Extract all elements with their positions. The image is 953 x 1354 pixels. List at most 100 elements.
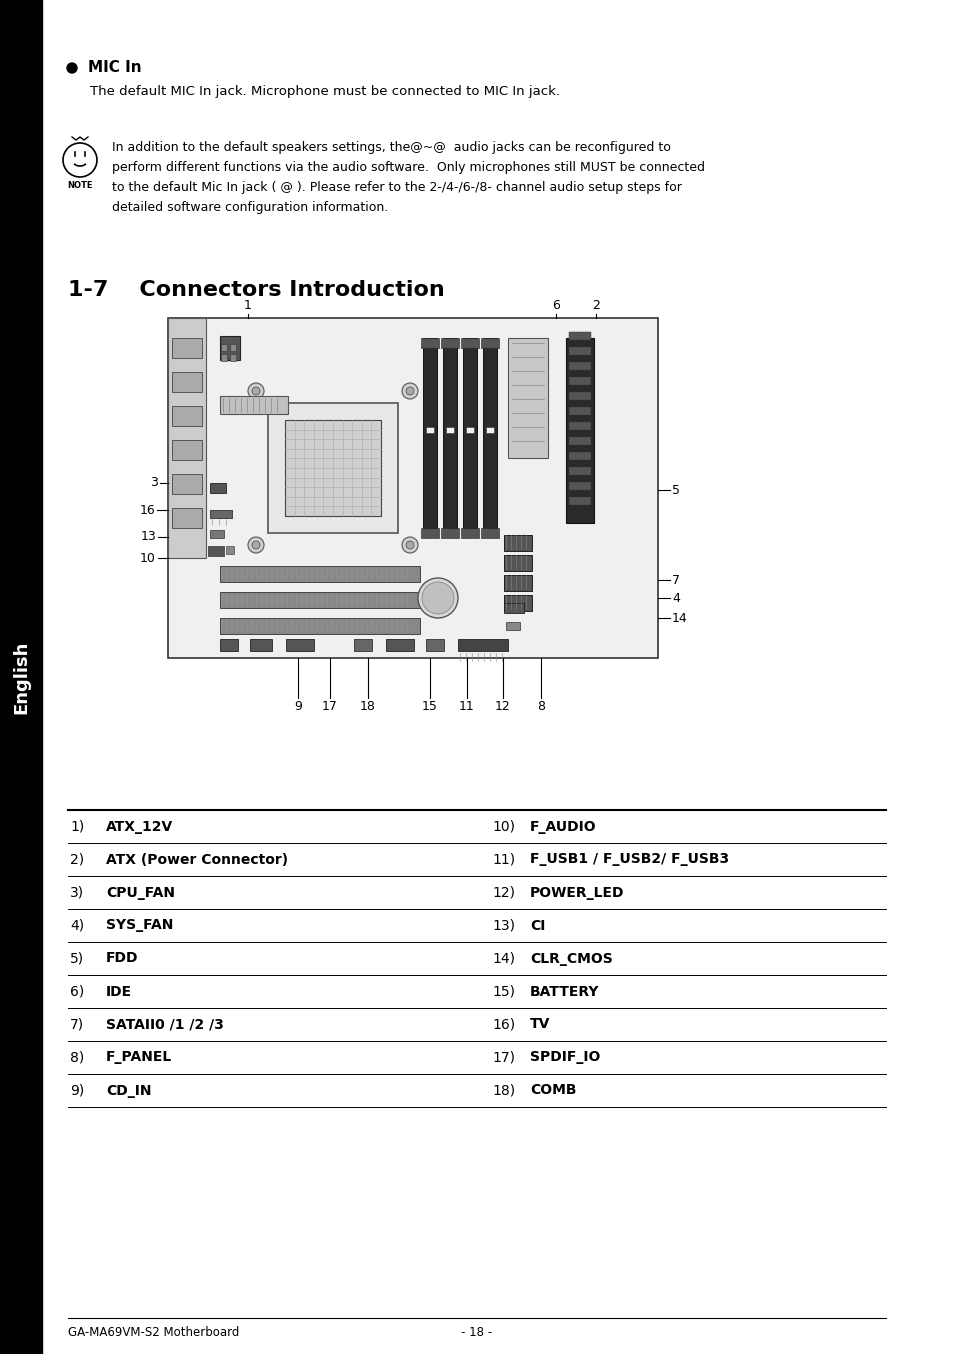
Text: SPDIF_IO: SPDIF_IO bbox=[530, 1051, 599, 1064]
Bar bbox=[420, 338, 438, 348]
Text: 15): 15) bbox=[492, 984, 515, 998]
Text: POWER_LED: POWER_LED bbox=[530, 886, 624, 899]
Bar bbox=[440, 528, 458, 538]
Bar bbox=[568, 482, 590, 490]
Bar bbox=[210, 483, 226, 493]
Bar bbox=[446, 427, 454, 433]
Text: 5): 5) bbox=[70, 952, 84, 965]
Text: 17): 17) bbox=[492, 1051, 515, 1064]
Bar bbox=[480, 338, 498, 348]
Text: 14: 14 bbox=[671, 612, 687, 624]
Bar bbox=[220, 617, 419, 634]
Bar bbox=[221, 344, 227, 351]
Bar bbox=[210, 510, 232, 519]
Bar bbox=[568, 393, 590, 399]
Text: GA-MA69VM-S2 Motherboard: GA-MA69VM-S2 Motherboard bbox=[68, 1326, 239, 1339]
Bar bbox=[426, 639, 443, 651]
Bar bbox=[503, 603, 523, 613]
Bar bbox=[220, 395, 288, 414]
Bar bbox=[268, 403, 397, 533]
Circle shape bbox=[67, 64, 77, 73]
Bar bbox=[465, 427, 474, 433]
Text: 1: 1 bbox=[244, 299, 252, 311]
Text: - 18 -: - 18 - bbox=[461, 1326, 492, 1339]
Bar bbox=[482, 338, 497, 528]
Text: 10): 10) bbox=[492, 819, 515, 834]
Bar bbox=[230, 344, 235, 351]
Bar bbox=[168, 318, 658, 658]
Text: 12): 12) bbox=[492, 886, 515, 899]
Bar bbox=[354, 639, 372, 651]
Text: 6: 6 bbox=[552, 299, 559, 311]
Bar bbox=[568, 497, 590, 505]
Text: 4: 4 bbox=[671, 592, 679, 604]
Text: 5: 5 bbox=[671, 483, 679, 497]
Bar bbox=[507, 338, 547, 458]
Text: detailed software configuration information.: detailed software configuration informat… bbox=[112, 202, 388, 214]
Bar bbox=[460, 528, 478, 538]
Text: 9): 9) bbox=[70, 1083, 84, 1098]
Bar bbox=[503, 594, 532, 611]
Text: 7: 7 bbox=[671, 574, 679, 586]
Text: 4): 4) bbox=[70, 918, 84, 933]
Bar bbox=[172, 338, 202, 357]
Text: 14): 14) bbox=[492, 952, 515, 965]
Bar bbox=[230, 353, 235, 362]
Bar bbox=[220, 566, 419, 582]
Text: 8): 8) bbox=[70, 1051, 84, 1064]
Text: to the default Mic In jack ( @ ). Please refer to the 2-/4-/6-/8- channel audio : to the default Mic In jack ( @ ). Please… bbox=[112, 181, 681, 195]
Bar bbox=[440, 338, 458, 348]
Text: CD_IN: CD_IN bbox=[106, 1083, 152, 1098]
Text: CPU_FAN: CPU_FAN bbox=[106, 886, 174, 899]
Bar bbox=[568, 422, 590, 431]
Bar bbox=[568, 467, 590, 475]
Bar bbox=[220, 639, 237, 651]
Bar bbox=[460, 338, 478, 348]
Circle shape bbox=[248, 538, 264, 552]
Text: F_AUDIO: F_AUDIO bbox=[530, 819, 596, 834]
Text: COMB: COMB bbox=[530, 1083, 576, 1098]
Text: 1-7    Connectors Introduction: 1-7 Connectors Introduction bbox=[68, 280, 444, 301]
Bar bbox=[210, 529, 224, 538]
Text: 13): 13) bbox=[492, 918, 515, 933]
Bar bbox=[568, 437, 590, 445]
Bar bbox=[220, 592, 419, 608]
Text: 8: 8 bbox=[537, 700, 544, 714]
Bar bbox=[0, 0, 42, 1354]
Text: NOTE: NOTE bbox=[67, 180, 92, 190]
Bar bbox=[565, 338, 594, 523]
Text: perform different functions via the audio software.  Only microphones still MUST: perform different functions via the audi… bbox=[112, 161, 704, 175]
Text: 2): 2) bbox=[70, 853, 84, 867]
Bar bbox=[386, 639, 414, 651]
Text: In addition to the default speakers settings, the@~@  audio jacks can be reconfi: In addition to the default speakers sett… bbox=[112, 142, 670, 154]
Text: 15: 15 bbox=[421, 700, 437, 714]
Text: 16: 16 bbox=[139, 504, 154, 516]
Circle shape bbox=[401, 538, 417, 552]
Bar bbox=[250, 639, 272, 651]
Text: F_PANEL: F_PANEL bbox=[106, 1051, 172, 1064]
Bar bbox=[505, 621, 519, 630]
Bar bbox=[503, 555, 532, 571]
Circle shape bbox=[417, 578, 457, 617]
Circle shape bbox=[406, 542, 414, 548]
Bar bbox=[172, 440, 202, 460]
Text: IDE: IDE bbox=[106, 984, 132, 998]
Text: CLR_CMOS: CLR_CMOS bbox=[530, 952, 612, 965]
Bar bbox=[568, 408, 590, 414]
Text: 9: 9 bbox=[294, 700, 301, 714]
Bar bbox=[503, 575, 532, 590]
Text: 18: 18 bbox=[359, 700, 375, 714]
Text: ATX (Power Connector): ATX (Power Connector) bbox=[106, 853, 288, 867]
Bar bbox=[208, 546, 224, 556]
Text: 17: 17 bbox=[322, 700, 337, 714]
Bar bbox=[462, 338, 476, 528]
Bar bbox=[172, 474, 202, 494]
Text: BATTERY: BATTERY bbox=[530, 984, 598, 998]
Bar bbox=[172, 508, 202, 528]
Text: SYS_FAN: SYS_FAN bbox=[106, 918, 173, 933]
Text: ATX_12V: ATX_12V bbox=[106, 819, 173, 834]
Text: TV: TV bbox=[530, 1017, 550, 1032]
Bar bbox=[168, 318, 206, 558]
Bar bbox=[426, 427, 434, 433]
Text: 16): 16) bbox=[492, 1017, 515, 1032]
